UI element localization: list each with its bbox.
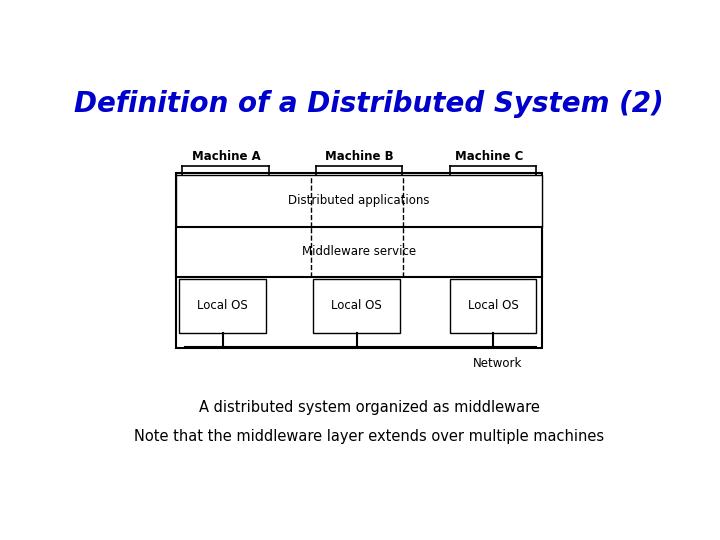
Text: A distributed system organized as middleware: A distributed system organized as middle… <box>199 400 539 415</box>
Bar <box>176 227 542 277</box>
Text: Distributed applications: Distributed applications <box>289 194 430 207</box>
Bar <box>450 279 536 333</box>
Text: Local OS: Local OS <box>468 300 518 313</box>
Text: Machine A: Machine A <box>192 150 261 163</box>
Text: Definition of a Distributed System (2): Definition of a Distributed System (2) <box>74 90 664 118</box>
Text: Machine B: Machine B <box>325 150 393 163</box>
Text: Middleware service: Middleware service <box>302 245 416 259</box>
Text: Network: Network <box>472 357 522 370</box>
Text: Local OS: Local OS <box>197 300 248 313</box>
Text: Note that the middleware layer extends over multiple machines: Note that the middleware layer extends o… <box>134 429 604 444</box>
Text: Machine C: Machine C <box>455 150 523 163</box>
Bar <box>313 279 400 333</box>
Bar <box>176 175 542 227</box>
Text: Local OS: Local OS <box>331 300 382 313</box>
Bar <box>176 173 542 348</box>
Bar <box>179 279 266 333</box>
